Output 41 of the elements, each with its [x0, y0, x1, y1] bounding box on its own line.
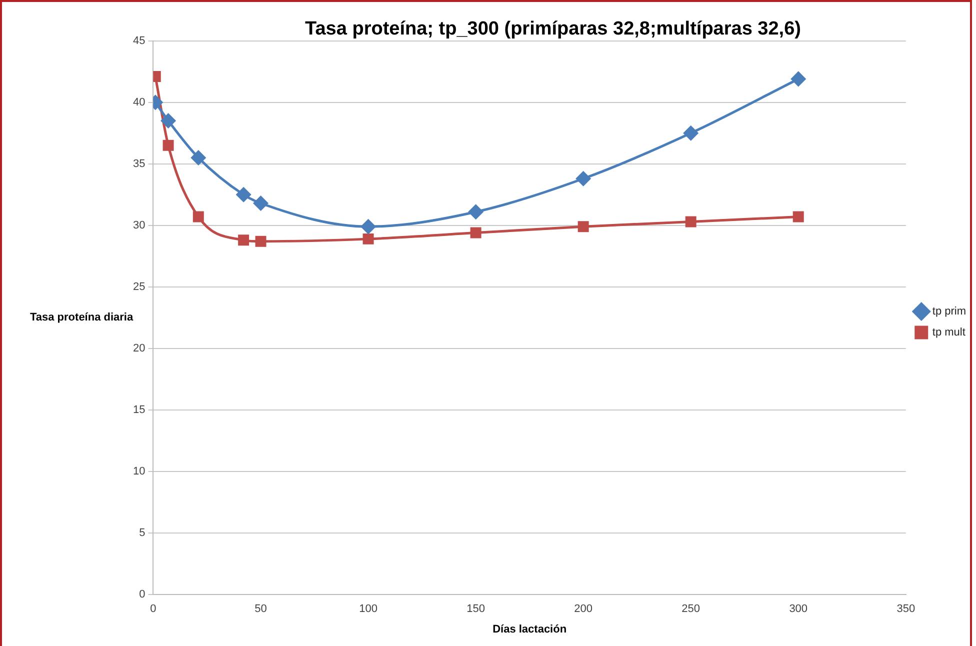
y-tick-label: 40: [132, 96, 146, 108]
y-axis-title: Tasa proteína diaria: [30, 312, 134, 324]
point: [578, 221, 589, 232]
x-tick-label: 50: [254, 603, 267, 616]
legend-label: tp mult: [932, 326, 966, 339]
y-tick-label: 5: [139, 527, 146, 540]
point: [791, 72, 806, 86]
y-tick-label: 35: [132, 158, 146, 170]
point: [191, 150, 206, 165]
point: [470, 227, 482, 238]
point: [192, 211, 204, 222]
x-axis-title: Días lactación: [492, 623, 567, 636]
point: [361, 219, 376, 234]
point: [362, 233, 374, 244]
chart-title: Tasa proteína; tp_300 (primíparas 32,8;multíparas 32,6): [305, 18, 801, 40]
y-tick-label: 15: [132, 404, 146, 416]
point: [161, 114, 176, 128]
point: [685, 216, 696, 228]
y-tick-label: 45: [132, 34, 146, 47]
legend-label: tp prim: [932, 306, 966, 318]
point: [162, 140, 174, 151]
point: [238, 234, 250, 246]
point: [255, 236, 266, 247]
x-tick-label: 0: [150, 603, 156, 616]
point: [576, 171, 591, 186]
y-tick-label: 25: [132, 280, 146, 293]
point: [254, 196, 268, 210]
y-tick-label: 0: [139, 588, 146, 601]
x-tick-label: 150: [466, 603, 485, 616]
x-tick-label: 300: [789, 603, 808, 616]
point: [236, 187, 251, 202]
point: [684, 126, 698, 140]
x-tick-label: 350: [896, 603, 916, 616]
y-tick-label: 10: [132, 466, 146, 478]
point: [468, 204, 484, 220]
y-tick-label: 20: [132, 342, 146, 354]
point: [792, 211, 804, 222]
x-tick-label: 100: [359, 603, 378, 616]
x-tick-label: 250: [682, 603, 700, 616]
y-tick-label: 30: [132, 219, 146, 232]
x-tick-label: 200: [574, 603, 592, 616]
